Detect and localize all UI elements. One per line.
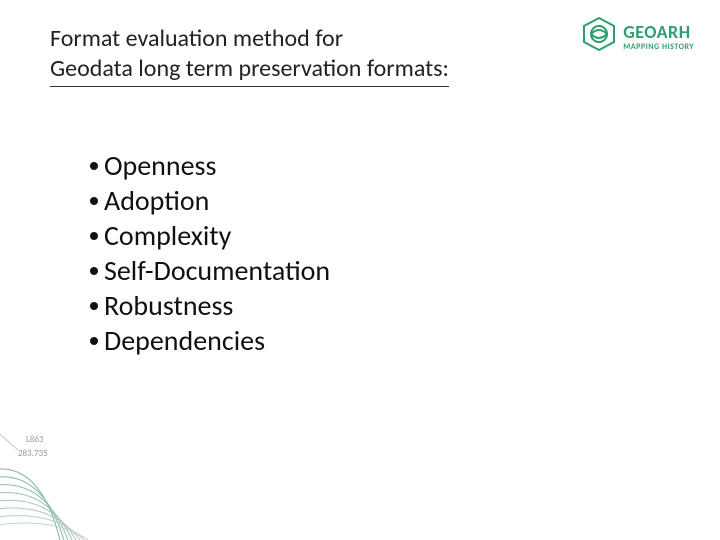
slide: { "header": { "title_line1": "Format eva…	[0, 0, 720, 540]
bullet-icon	[90, 337, 98, 345]
logo-subtitle: MAPPING HISTORY	[623, 43, 694, 51]
title-line-2: Geodata long term preservation formats:	[50, 54, 449, 84]
contour-decor: L863 283.735	[0, 420, 160, 540]
brand-logo: GEOARH MAPPING HISTORY	[581, 16, 694, 57]
bullet-text: Openness	[104, 148, 216, 183]
logo-mark-icon	[581, 16, 617, 57]
list-item: Dependencies	[90, 323, 330, 358]
list-item: Adoption	[90, 183, 330, 218]
logo-name: GEOARH	[623, 23, 694, 41]
bullet-icon	[90, 302, 98, 310]
contour-lines-icon	[0, 420, 160, 540]
contour-label-1: L863	[26, 434, 43, 445]
bullet-icon	[90, 267, 98, 275]
bullet-text: Complexity	[104, 218, 231, 253]
list-item: Openness	[90, 148, 330, 183]
bullet-text: Robustness	[104, 288, 233, 323]
bullet-text: Adoption	[104, 183, 209, 218]
title-block: Format evaluation method for Geodata lon…	[50, 24, 449, 87]
list-item: Robustness	[90, 288, 330, 323]
bullet-icon	[90, 162, 98, 170]
bullet-list: Openness Adoption Complexity Self-Docume…	[90, 148, 330, 358]
contour-label-2: 283.735	[18, 448, 48, 459]
bullet-icon	[90, 232, 98, 240]
bullet-text: Dependencies	[104, 323, 265, 358]
list-item: Complexity	[90, 218, 330, 253]
bullet-text: Self-Documentation	[104, 253, 330, 288]
title-line-1: Format evaluation method for	[50, 24, 449, 54]
list-item: Self-Documentation	[90, 253, 330, 288]
logo-text: GEOARH MAPPING HISTORY	[623, 23, 694, 51]
bullet-icon	[90, 197, 98, 205]
